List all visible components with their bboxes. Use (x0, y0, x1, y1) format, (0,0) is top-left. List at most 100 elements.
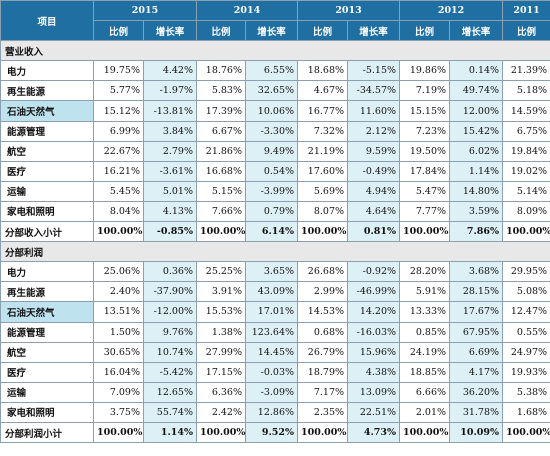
ratio-cell: 0.55% (502, 321, 550, 343)
row-label: 电力 (0, 60, 94, 82)
ratio-cell: 19.86% (399, 60, 451, 82)
table-row: 石油天然气 15.12% -13.81% 17.39% 10.06% 16.77% 11.6… (0, 100, 550, 122)
year-header-2011: 2011 (502, 0, 550, 22)
ratio-cell: 21.19% (297, 140, 349, 162)
ratio-cell: 0.68% (297, 321, 349, 343)
growth-cell: -3.61% (142, 160, 198, 182)
growth-cell: 6.69% (449, 341, 504, 363)
ratio-cell: 7.32% (297, 120, 349, 142)
ratio-cell: 24.19% (399, 341, 451, 363)
growth-cell: 10.74% (142, 341, 198, 363)
ratio-cell: 7.77% (399, 200, 451, 223)
growth-cell: 14.80% (449, 180, 504, 202)
ratio-header: 比例 (297, 20, 349, 42)
ratio-cell: 24.97% (502, 341, 550, 363)
growth-cell: 4.94% (347, 180, 401, 202)
ratio-cell: 1.38% (196, 321, 247, 343)
ratio-cell: 22.67% (93, 140, 144, 162)
growth-cell: -5.15% (347, 60, 401, 82)
row-label: 能源管理 (0, 120, 94, 142)
growth-cell: 6.14% (245, 221, 299, 243)
ratio-cell: 7.09% (93, 381, 144, 403)
ratio-cell: 26.68% (297, 261, 349, 283)
subtotal-row: 分部收入小计 100.00% -0.85% 100.00% 6.14% 100.00% 0.… (0, 221, 550, 243)
table-row: 能源管理 1.50% 9.76% 1.38% 123.64% 0.68% -16.03% 0.… (0, 321, 550, 343)
row-label: 能源管理 (0, 321, 94, 343)
ratio-cell: 3.91% (196, 281, 247, 303)
ratio-cell: 2.35% (297, 401, 349, 423)
ratio-cell: 7.66% (196, 200, 247, 223)
ratio-cell: 21.39% (502, 60, 550, 82)
row-label: 医疗 (0, 160, 94, 182)
growth-cell: 22.51% (347, 401, 401, 423)
ratio-cell: 28.20% (399, 261, 451, 283)
growth-cell: -0.49% (347, 160, 401, 182)
ratio-cell: 100.00% (502, 421, 550, 444)
row-label: 家电和照明 (0, 200, 94, 223)
row-label: 家电和照明 (0, 401, 94, 423)
growth-cell: -3.30% (245, 120, 299, 142)
ratio-cell: 100.00% (399, 221, 451, 243)
ratio-cell: 5.15% (196, 180, 247, 202)
table-row: 能源管理 6.99% 3.84% 6.67% -3.30% 7.32% 2.12% 7.23%… (0, 120, 550, 142)
ratio-cell: 19.02% (502, 160, 550, 182)
ratio-cell: 100.00% (93, 421, 144, 444)
ratio-cell: 5.08% (502, 281, 550, 303)
growth-header: 增长率 (347, 20, 401, 42)
ratio-cell: 19.93% (502, 361, 550, 383)
growth-cell: 15.96% (347, 341, 401, 363)
growth-cell: 4.17% (449, 361, 504, 383)
section-title: 分部利润 (0, 241, 550, 263)
growth-cell: 4.38% (347, 361, 401, 383)
ratio-cell: 21.86% (196, 140, 247, 162)
growth-cell: -37.90% (142, 281, 198, 303)
ratio-cell: 7.23% (399, 120, 451, 142)
row-label: 航空 (0, 341, 94, 363)
growth-cell: 13.09% (347, 381, 401, 403)
ratio-cell: 18.79% (297, 361, 349, 383)
growth-cell: 67.95% (449, 321, 504, 343)
ratio-cell: 17.39% (196, 100, 247, 122)
ratio-cell: 12.47% (502, 301, 550, 323)
growth-cell: 36.20% (449, 381, 504, 403)
growth-cell: 10.09% (449, 421, 504, 444)
growth-cell: 17.01% (245, 301, 299, 323)
growth-cell: 9.49% (245, 140, 299, 162)
growth-header: 增长率 (142, 20, 198, 42)
subtotal-label: 分部利润小计 (0, 421, 94, 444)
ratio-cell: 100.00% (297, 421, 349, 444)
growth-cell: 2.79% (142, 140, 198, 162)
ratio-cell: 100.00% (196, 221, 247, 243)
ratio-cell: 14.53% (297, 301, 349, 323)
corner-header: 项目 (0, 0, 94, 42)
year-header-row: 项目 2015 2014 2013 2012 2011 (0, 0, 550, 42)
ratio-cell: 3.75% (93, 401, 144, 423)
ratio-cell: 27.99% (196, 341, 247, 363)
ratio-cell: 6.99% (93, 120, 144, 142)
ratio-cell: 16.77% (297, 100, 349, 122)
growth-cell: 4.64% (347, 200, 401, 223)
growth-cell: 9.52% (245, 421, 299, 444)
growth-cell: 6.55% (245, 60, 299, 82)
growth-cell: 14.20% (347, 301, 401, 323)
ratio-cell: 6.75% (502, 120, 550, 142)
ratio-cell: 7.17% (297, 381, 349, 403)
ratio-cell: 5.14% (502, 180, 550, 202)
growth-cell: 9.76% (142, 321, 198, 343)
growth-cell: 3.59% (449, 200, 504, 223)
row-label: 石油天然气 (0, 100, 94, 122)
ratio-cell: 5.77% (93, 80, 144, 102)
subtotal-label: 分部收入小计 (0, 221, 94, 243)
growth-cell: 3.65% (245, 261, 299, 283)
growth-cell: 28.15% (449, 281, 504, 303)
growth-header: 增长率 (449, 20, 504, 42)
subtotal-row: 分部利润小计 100.00% 1.14% 100.00% 9.52% 100.00% 4.7… (0, 421, 550, 444)
ratio-cell: 17.84% (399, 160, 451, 182)
ratio-cell: 5.45% (93, 180, 144, 202)
ratio-cell: 19.50% (399, 140, 451, 162)
table-row: 运输 5.45% 5.01% 5.15% -3.99% 5.69% 4.94% 5.47% 14… (0, 180, 550, 202)
growth-cell: 0.36% (142, 261, 198, 283)
table-row: 航空 30.65% 10.74% 27.99% 14.45% 26.79% 15.96% 24… (0, 341, 550, 363)
growth-cell: 123.64% (245, 321, 299, 343)
ratio-cell: 29.95% (502, 261, 550, 283)
